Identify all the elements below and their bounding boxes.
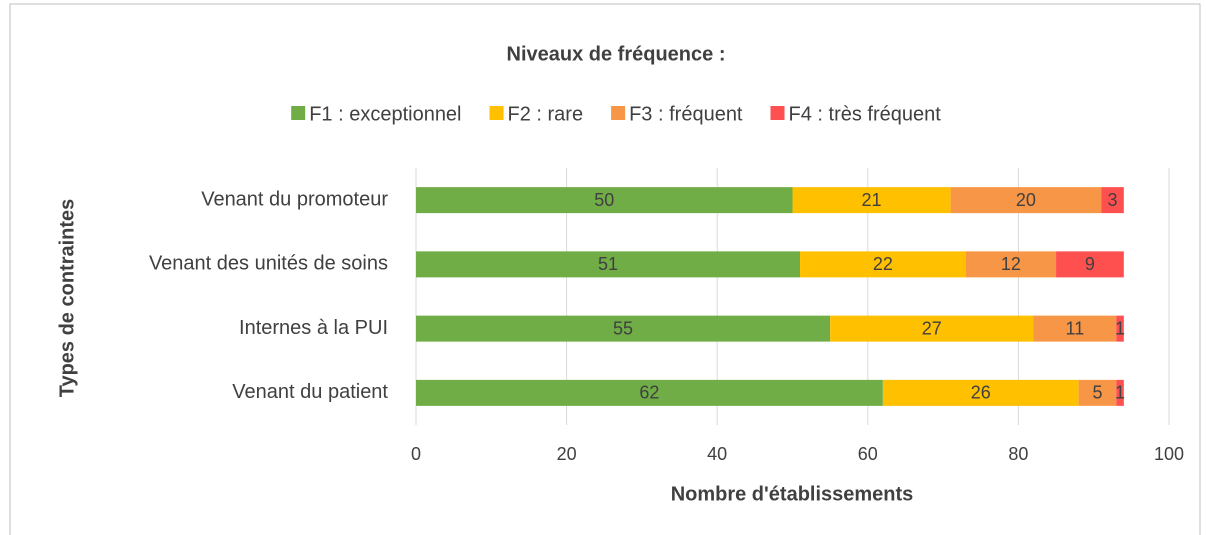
bar-segment <box>830 315 1034 342</box>
x-axis-title: Nombre d'établissements <box>671 483 914 505</box>
bar-segment <box>1056 251 1124 278</box>
bar-segment <box>1101 187 1124 214</box>
y-tick-label: Venant du patient <box>232 381 388 403</box>
data-label: 21 <box>862 190 882 210</box>
legend-label: F3 : fréquent <box>629 103 743 125</box>
legend-swatch <box>611 106 626 120</box>
bar-segment <box>416 315 831 342</box>
data-label: 3 <box>1108 190 1118 210</box>
data-label: 27 <box>922 318 942 338</box>
bar-segment <box>1116 315 1124 342</box>
y-axis-title: Types de contraintes <box>56 199 78 398</box>
data-label: 62 <box>639 383 659 403</box>
legend-swatch <box>770 106 785 120</box>
data-label: 22 <box>873 254 893 274</box>
bar-segment <box>965 251 1057 278</box>
y-tick-label: Venant des unités de soins <box>149 253 388 275</box>
bar-segment <box>882 379 1079 406</box>
bar-segment <box>1116 379 1124 406</box>
bar-segment <box>1078 379 1117 406</box>
y-tick-label: Venant du promoteur <box>201 188 388 210</box>
bar-segment <box>950 187 1102 214</box>
legend-label: F1 : exceptionnel <box>309 103 461 125</box>
legend-title: Niveaux de fréquence : <box>507 43 726 65</box>
x-tick-label: 40 <box>707 444 727 464</box>
legend-label: F2 : rare <box>508 103 584 125</box>
data-label: 12 <box>1001 254 1021 274</box>
legend-label: F4 : très fréquent <box>789 103 942 125</box>
legend-swatch <box>291 106 306 120</box>
x-tick-label: 0 <box>411 444 421 464</box>
data-label: 11 <box>1066 318 1085 338</box>
x-tick-label: 100 <box>1154 444 1184 464</box>
y-tick-label: Internes à la PUI <box>239 317 388 339</box>
data-label: 51 <box>598 254 618 274</box>
data-label: 5 <box>1092 383 1102 403</box>
bar-segment <box>416 251 801 278</box>
legend-swatch <box>489 106 504 120</box>
bar-segment <box>792 187 951 214</box>
data-label: 50 <box>594 190 614 210</box>
x-tick-label: 20 <box>557 444 577 464</box>
bar-segment <box>416 379 883 406</box>
bar-segment <box>416 187 793 214</box>
data-label: 9 <box>1085 254 1095 274</box>
bar-segment <box>800 251 966 278</box>
data-label: 1 <box>1115 383 1125 403</box>
data-label: 26 <box>971 383 991 403</box>
data-label: 20 <box>1016 190 1036 210</box>
bar-segment <box>1033 315 1117 342</box>
x-tick-label: 80 <box>1008 444 1028 464</box>
data-label: 55 <box>613 318 633 338</box>
x-tick-label: 60 <box>858 444 878 464</box>
data-label: 1 <box>1115 318 1125 338</box>
